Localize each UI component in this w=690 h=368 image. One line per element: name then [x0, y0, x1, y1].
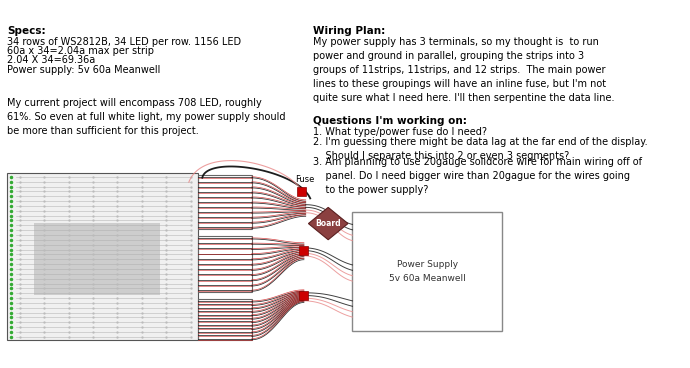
- Text: Questions I'm working on:: Questions I'm working on:: [313, 116, 467, 125]
- Text: 1. What type/power fuse do I need?: 1. What type/power fuse do I need?: [313, 127, 487, 137]
- Bar: [198, 299, 252, 340]
- Text: Wiring Plan:: Wiring Plan:: [313, 26, 385, 36]
- Text: Power Supply
5v 60a Meanwell: Power Supply 5v 60a Meanwell: [388, 260, 466, 283]
- Text: 60a x 34=2.04a max per strip: 60a x 34=2.04a max per strip: [7, 46, 154, 56]
- Text: Board: Board: [315, 219, 341, 228]
- Bar: [299, 291, 308, 300]
- Bar: [353, 212, 502, 332]
- Text: 34 rows of WS2812B, 34 LED per row. 1156 LED: 34 rows of WS2812B, 34 LED per row. 1156…: [7, 36, 241, 46]
- Bar: [198, 236, 252, 292]
- Bar: [297, 187, 306, 196]
- Bar: [7, 173, 198, 340]
- Bar: [34, 223, 160, 295]
- Text: My current project will encompass 708 LED, roughly
61%. So even at full white li: My current project will encompass 708 LE…: [7, 98, 286, 137]
- Text: 2. I'm guessing there might be data lag at the far end of the display.
    Shoul: 2. I'm guessing there might be data lag …: [313, 137, 647, 161]
- Text: Fuse: Fuse: [295, 175, 315, 184]
- Text: 3. Am planning to use 20gauge solidcore wire for main wiring off of
    panel. D: 3. Am planning to use 20gauge solidcore …: [313, 157, 642, 195]
- Text: 2.04 X 34=69.36a: 2.04 X 34=69.36a: [7, 56, 95, 66]
- Text: Specs:: Specs:: [7, 26, 46, 36]
- Bar: [299, 246, 308, 255]
- Text: Power supply: 5v 60a Meanwell: Power supply: 5v 60a Meanwell: [7, 65, 161, 75]
- Polygon shape: [308, 208, 348, 240]
- Text: My power supply has 3 terminals, so my thought is  to run
power and ground in pa: My power supply has 3 terminals, so my t…: [313, 38, 614, 103]
- Bar: [198, 175, 252, 229]
